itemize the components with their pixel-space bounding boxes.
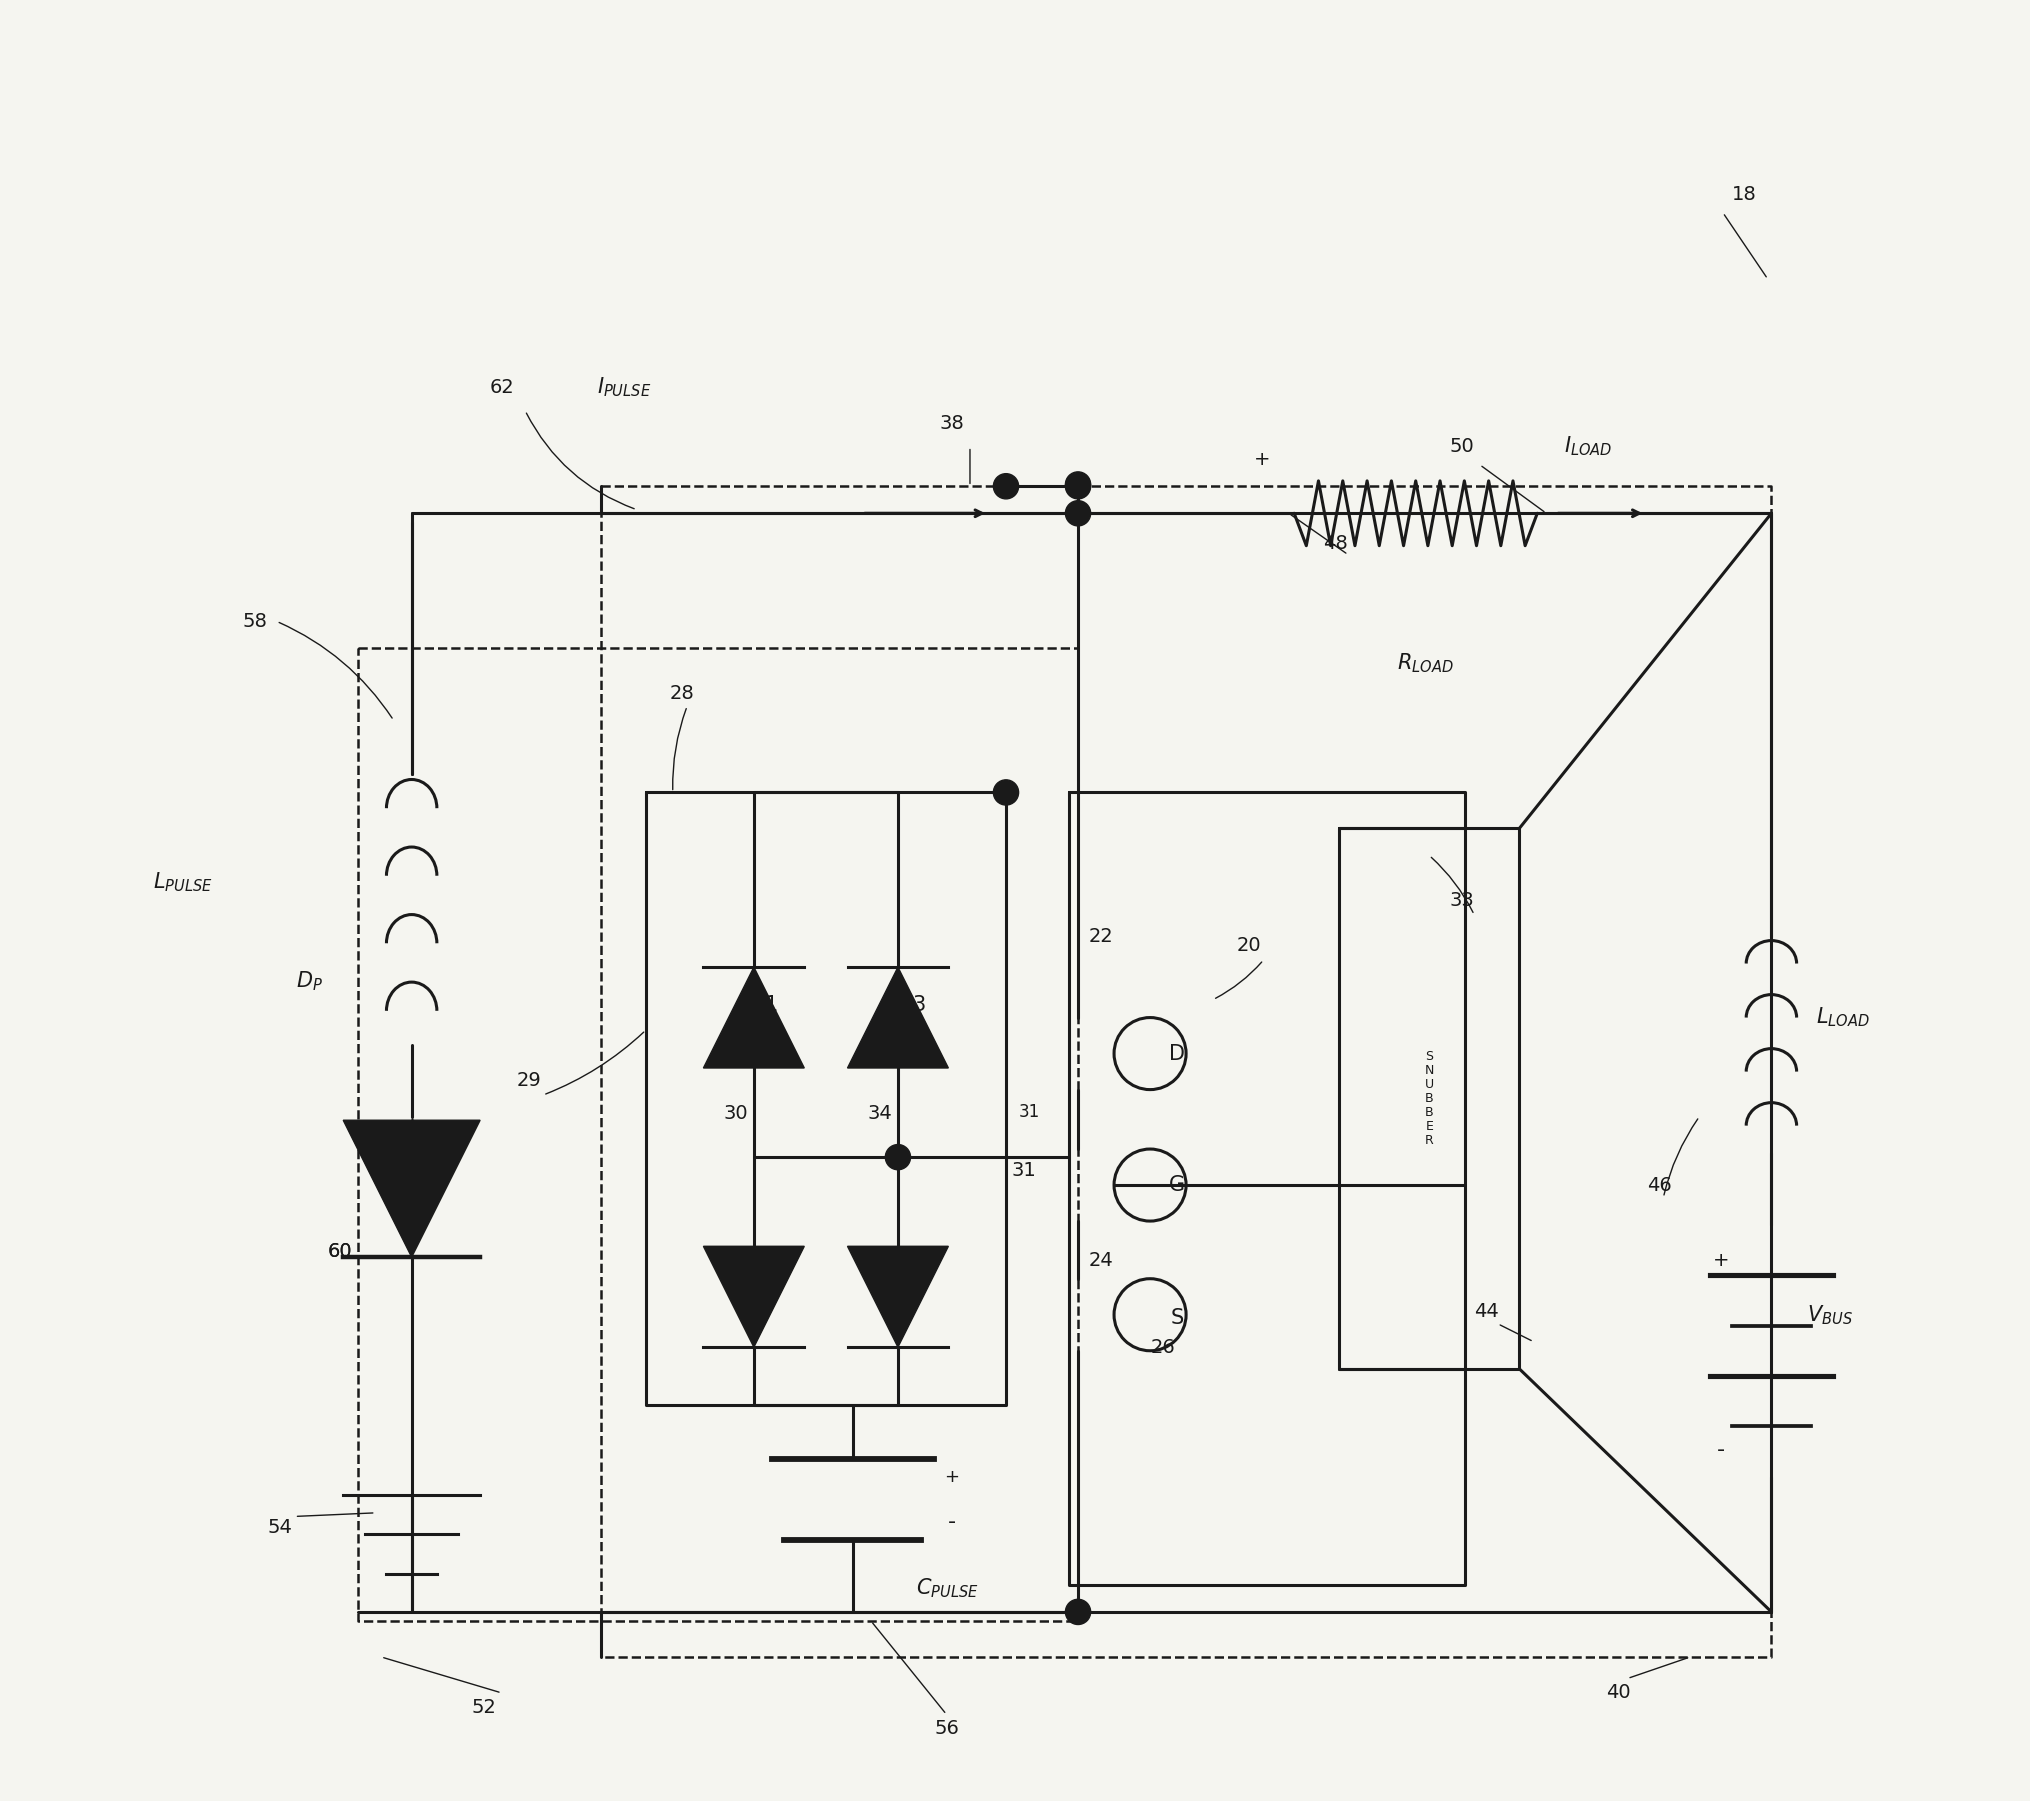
Text: 58: 58 — [242, 612, 268, 630]
Text: +: + — [1253, 450, 1271, 468]
Text: 46: 46 — [1648, 1176, 1673, 1194]
Text: 62: 62 — [489, 378, 514, 396]
Circle shape — [885, 1145, 911, 1171]
Text: $L_{PULSE}$: $L_{PULSE}$ — [152, 870, 213, 895]
Text: S
N
U
B
B
E
R: S N U B B E R — [1425, 1050, 1433, 1147]
Text: $D3$: $D3$ — [895, 994, 926, 1016]
Polygon shape — [847, 1246, 948, 1347]
Circle shape — [993, 474, 1019, 499]
Text: 54: 54 — [268, 1518, 292, 1536]
Text: S: S — [1171, 1308, 1183, 1329]
Text: +: + — [944, 1468, 960, 1486]
Text: 18: 18 — [1732, 186, 1756, 204]
Circle shape — [993, 780, 1019, 805]
Text: 34: 34 — [867, 1104, 893, 1122]
Text: +: + — [1713, 1252, 1730, 1270]
Circle shape — [1066, 501, 1090, 526]
Text: $R_{LOAD}$: $R_{LOAD}$ — [1397, 650, 1453, 675]
Text: $I_{PULSE}$: $I_{PULSE}$ — [597, 375, 652, 400]
Text: 22: 22 — [1088, 928, 1114, 946]
Text: 36: 36 — [867, 1252, 893, 1270]
Text: 48: 48 — [1324, 535, 1348, 553]
Text: 56: 56 — [934, 1720, 958, 1738]
Text: 26: 26 — [1151, 1338, 1175, 1356]
Text: -: - — [948, 1511, 956, 1533]
Text: $I_{LOAD}$: $I_{LOAD}$ — [1565, 434, 1612, 459]
Text: 31: 31 — [1011, 1162, 1037, 1180]
Text: $V_{BUS}$: $V_{BUS}$ — [1807, 1302, 1853, 1327]
Text: 44: 44 — [1474, 1302, 1500, 1320]
Text: 38: 38 — [940, 414, 964, 432]
Text: $D4$: $D4$ — [895, 1272, 926, 1293]
Text: $D2$: $D2$ — [749, 1272, 777, 1293]
Circle shape — [1066, 474, 1090, 499]
Text: 40: 40 — [1606, 1684, 1630, 1702]
Text: 30: 30 — [723, 1104, 749, 1122]
Text: 28: 28 — [670, 684, 694, 702]
Text: $L_{LOAD}$: $L_{LOAD}$ — [1817, 1005, 1870, 1030]
Circle shape — [1066, 472, 1090, 497]
Circle shape — [1066, 1599, 1090, 1625]
Text: 20: 20 — [1236, 937, 1261, 955]
Polygon shape — [704, 967, 804, 1068]
Text: G: G — [1169, 1174, 1186, 1196]
Text: 50: 50 — [1449, 438, 1474, 456]
Text: 32: 32 — [723, 1252, 749, 1270]
Text: $C_{PULSE}$: $C_{PULSE}$ — [916, 1576, 978, 1601]
Text: 31: 31 — [1019, 1104, 1039, 1120]
Text: D: D — [1169, 1043, 1186, 1064]
Text: 24: 24 — [1088, 1252, 1114, 1270]
Text: -: - — [1717, 1439, 1726, 1461]
Text: 52: 52 — [471, 1698, 495, 1716]
Text: 60: 60 — [327, 1243, 351, 1261]
Polygon shape — [343, 1120, 481, 1257]
Text: $D_P$: $D_P$ — [296, 969, 323, 994]
Text: 29: 29 — [516, 1072, 542, 1090]
Text: $D1$: $D1$ — [749, 994, 777, 1016]
Polygon shape — [847, 967, 948, 1068]
Text: 33: 33 — [1449, 891, 1474, 910]
Polygon shape — [704, 1246, 804, 1347]
Text: 60: 60 — [327, 1243, 351, 1261]
